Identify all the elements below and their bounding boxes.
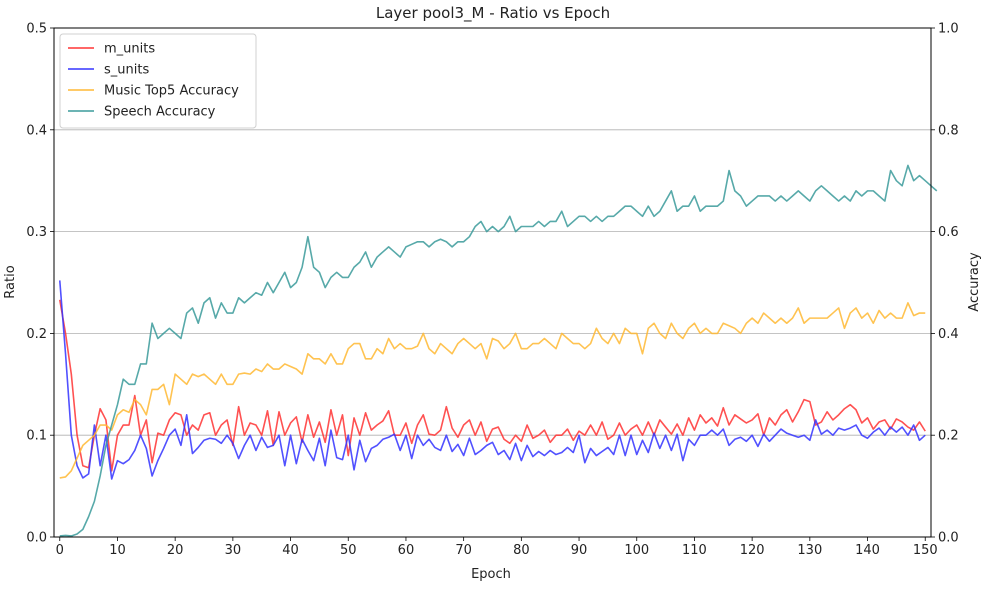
x-tick-label: 100 [624,543,649,558]
x-tick-label: 20 [167,543,184,558]
series-lines [58,164,938,537]
y-tick-label: 0.4 [26,123,47,138]
y-tick-label: 0.3 [26,225,47,240]
legend-box [59,33,257,129]
y2-tick-label: 1.0 [938,22,959,37]
x-tick-label: 0 [56,543,64,558]
plot-frame [53,27,932,538]
x-tick-label: 120 [740,543,765,558]
axes: 0 10 20 30 40 50 60 70 80 90 100 110 120 130 140 1500.0… [26,22,958,559]
legend-label: Music Top5 Accuracy [104,84,239,99]
series-line-m-units [58,299,926,472]
x-tick-label: 60 [398,543,415,558]
y2-tick-label: 0.0 [938,531,959,546]
x-tick-label: 140 [855,543,880,558]
x-tick-label: 90 [571,543,588,558]
y2-tick-label: 0.2 [938,429,959,444]
x-tick-label: 130 [797,543,822,558]
legend-label: Speech Accuracy [104,105,216,120]
y-tick-label: 0.5 [26,22,47,37]
chart-title: Layer pool3_M - Ratio vs Epoch [376,4,610,23]
y2-tick-label: 0.8 [938,123,959,138]
y-axis-label: Ratio [3,265,18,298]
series-line-speech-accuracy [59,164,938,537]
legend-label: m_units [104,42,155,57]
x-tick-label: 70 [455,543,472,558]
y2-axis-label: Accuracy [967,252,982,312]
y-tick-label: 0.0 [26,531,47,546]
x-tick-label: 30 [225,543,242,558]
legend: m_units s_units Music Top5 Accuracy Speech … [59,33,257,129]
x-tick-label: 110 [682,543,707,558]
x-tick-label: 40 [282,543,299,558]
grid-lines [54,129,931,436]
y-tick-label: 0.2 [26,327,47,342]
legend-label: s_units [104,63,149,78]
x-tick-label: 50 [340,543,357,558]
x-axis-label: Epoch [471,567,511,582]
x-tick-label: 80 [513,543,530,558]
y-tick-label: 0.1 [26,429,47,444]
x-tick-label: 10 [109,543,126,558]
series-line-music-top5-accuracy [59,302,926,479]
x-tick-label: 150 [913,543,938,558]
y2-tick-label: 0.6 [938,225,959,240]
y2-tick-label: 0.4 [938,327,959,342]
series-line-s-units [58,280,926,480]
